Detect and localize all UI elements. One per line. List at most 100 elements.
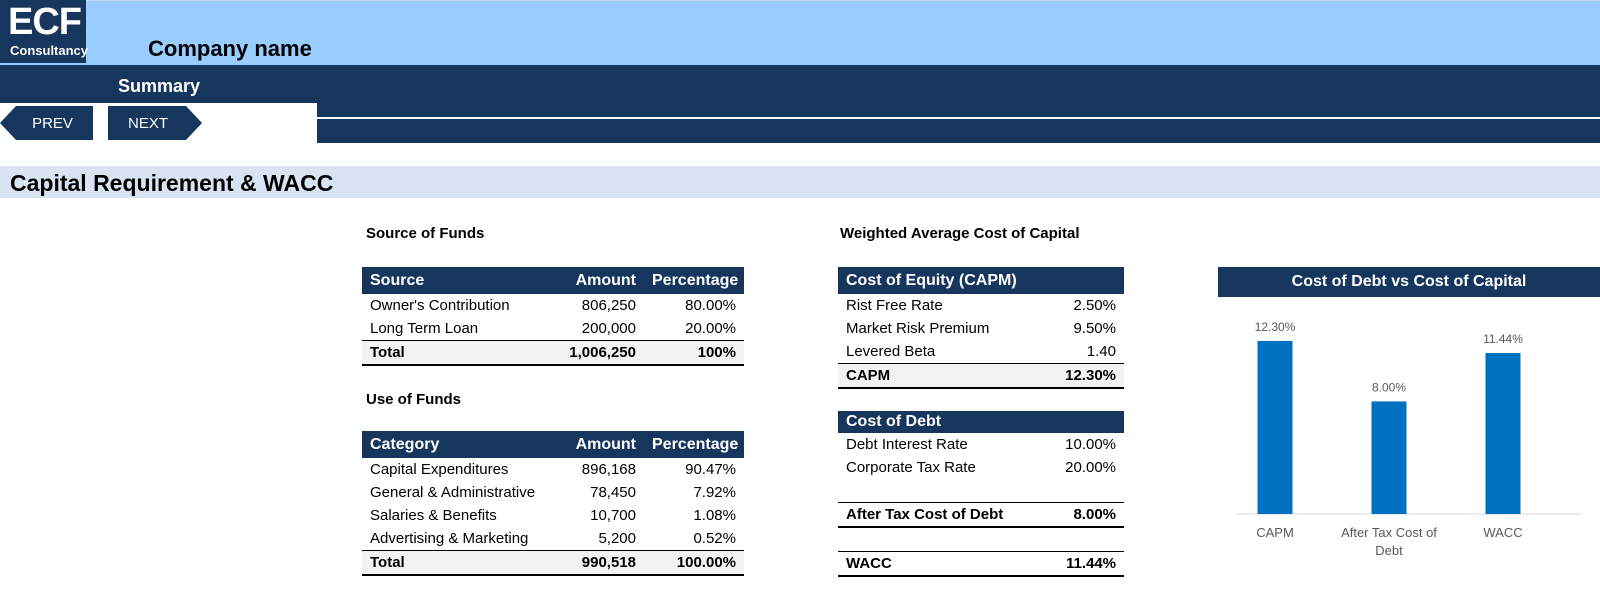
value-cell: 2.50% xyxy=(1073,297,1116,314)
table-header-row: Category Amount Percentage xyxy=(362,431,744,458)
table-row: Advertising & Marketing 5,200 0.52% xyxy=(362,527,744,551)
use-of-funds-title: Use of Funds xyxy=(366,391,462,408)
row-label: Advertising & Marketing xyxy=(370,530,529,547)
table-row: Market Risk Premium 9.50% xyxy=(838,317,1124,340)
nav-divider xyxy=(317,117,1600,119)
wacc-label: WACC xyxy=(838,551,1034,577)
percentage-cell: 20.00% xyxy=(685,320,736,337)
category-label: CAPM xyxy=(1256,525,1294,540)
source-of-funds-table: Source Amount Percentage Owner's Contrib… xyxy=(362,267,744,366)
column-header: Amount xyxy=(554,431,644,458)
wacc-title: Weighted Average Cost of Capital xyxy=(840,225,1080,242)
prev-button-label: PREV xyxy=(32,114,73,132)
bar-wacc xyxy=(1485,353,1521,514)
after-tax-value: 8.00% xyxy=(1034,502,1125,528)
percentage-cell: 1.08% xyxy=(693,507,736,524)
table-row: Rist Free Rate 2.50% xyxy=(838,294,1124,317)
data-label: 11.44% xyxy=(1483,332,1523,346)
table-row: Capital Expenditures 896,168 90.47% xyxy=(362,458,744,481)
spacer-row xyxy=(838,479,1124,503)
header-band xyxy=(0,0,1600,65)
amount-cell: 896,168 xyxy=(581,461,636,478)
total-label: Total xyxy=(362,550,554,576)
section-title: Capital Requirement & WACC xyxy=(10,170,334,196)
cost-comparison-chart: 12.30% CAPM 8.00% After Tax Cost of Debt 11.4… xyxy=(1236,320,1582,558)
after-tax-label: After Tax Cost of Debt xyxy=(838,502,1034,528)
bar-after-tax-cost-of-debt xyxy=(1371,401,1407,514)
data-label: 12.30% xyxy=(1255,320,1296,334)
table-row: Owner's Contribution 806,250 80.00% xyxy=(362,294,744,317)
next-button-label: NEXT xyxy=(127,114,168,132)
category-label: Debt xyxy=(1375,543,1403,558)
capm-label: CAPM xyxy=(838,363,1034,389)
cost-of-debt-header: Cost of Debt xyxy=(838,411,1125,433)
table-header-row: Source Amount Percentage xyxy=(362,267,744,294)
column-header: Source xyxy=(362,267,554,294)
amount-cell: 78,450 xyxy=(590,484,636,501)
company-name: Company name xyxy=(148,36,312,61)
table-header-row: Cost of Debt xyxy=(838,411,1125,433)
row-label: Debt Interest Rate xyxy=(846,436,968,453)
amount-cell: 5,200 xyxy=(598,530,636,547)
row-label: Capital Expenditures xyxy=(370,461,509,478)
category-label: After Tax Cost of xyxy=(1341,525,1437,540)
row-label: Market Risk Premium xyxy=(846,320,990,337)
row-label: Levered Beta xyxy=(846,343,936,360)
column-header: Percentage xyxy=(644,431,744,458)
bar-capm xyxy=(1257,340,1293,514)
value-cell: 10.00% xyxy=(1065,436,1117,453)
nav-band xyxy=(0,65,1600,103)
row-label: Owner's Contribution xyxy=(370,297,510,314)
cost-of-equity-table: Cost of Equity (CAPM) Rist Free Rate 2.5… xyxy=(838,267,1124,389)
row-label: Long Term Loan xyxy=(370,320,479,337)
row-label: Salaries & Benefits xyxy=(370,507,497,524)
data-label: 8.00% xyxy=(1372,380,1406,394)
table-row: Corporate Tax Rate 20.00% xyxy=(838,456,1124,479)
next-button[interactable]: NEXT xyxy=(108,106,202,140)
capm-row: CAPM 12.30% xyxy=(838,363,1124,389)
table-row: Debt Interest Rate 10.00% xyxy=(838,433,1124,456)
total-row: Total 990,518 100.00% xyxy=(362,550,744,576)
cost-of-debt-table: Cost of Debt Debt Interest Rate 10.00% C… xyxy=(838,411,1125,577)
prev-button[interactable]: PREV xyxy=(0,106,93,140)
wacc-row: WACC 11.44% xyxy=(838,551,1125,577)
column-header: Percentage xyxy=(644,267,744,294)
row-label: Rist Free Rate xyxy=(846,297,943,314)
total-amount: 990,518 xyxy=(554,550,644,576)
value-cell: 1.40 xyxy=(1086,343,1116,360)
column-header: Category xyxy=(362,431,554,458)
spacer-row xyxy=(838,527,1124,552)
amount-cell: 200,000 xyxy=(581,320,636,337)
percentage-cell: 0.52% xyxy=(693,530,736,547)
category-label: WACC xyxy=(1483,525,1522,540)
table-row: Levered Beta 1.40 xyxy=(838,340,1124,364)
percentage-cell: 80.00% xyxy=(685,297,736,314)
total-amount: 1,006,250 xyxy=(554,340,644,366)
row-label: General & Administrative xyxy=(370,484,536,501)
table-row: General & Administrative 78,450 7.92% xyxy=(362,481,744,504)
after-tax-row: After Tax Cost of Debt 8.00% xyxy=(838,502,1125,528)
capm-value: 12.30% xyxy=(1034,363,1124,389)
total-percentage: 100% xyxy=(644,340,744,366)
wacc-value: 11.44% xyxy=(1034,551,1125,577)
cost-of-equity-header: Cost of Equity (CAPM) xyxy=(838,267,1124,294)
percentage-cell: 7.92% xyxy=(693,484,736,501)
use-of-funds-table: Category Amount Percentage Capital Expen… xyxy=(362,431,744,576)
logo-sub-text: Consultancy xyxy=(10,43,89,58)
column-header: Amount xyxy=(554,267,644,294)
page-label: Summary xyxy=(118,76,201,96)
chart-title: Cost of Debt vs Cost of Capital xyxy=(1218,267,1600,297)
logo-main-text: ECF xyxy=(8,1,82,43)
value-cell: 9.50% xyxy=(1073,320,1116,337)
source-of-funds-title: Source of Funds xyxy=(366,225,485,242)
table-row: Long Term Loan 200,000 20.00% xyxy=(362,317,744,341)
nav-band-lower xyxy=(317,103,1600,143)
table-row: Salaries & Benefits 10,700 1.08% xyxy=(362,504,744,527)
value-cell: 20.00% xyxy=(1065,459,1117,476)
total-percentage: 100.00% xyxy=(644,550,744,576)
total-label: Total xyxy=(362,340,554,366)
company-logo: ECF Consultancy xyxy=(0,0,89,63)
table-header-row: Cost of Equity (CAPM) xyxy=(838,267,1124,294)
percentage-cell: 90.47% xyxy=(685,461,736,478)
total-row: Total 1,006,250 100% xyxy=(362,340,744,366)
